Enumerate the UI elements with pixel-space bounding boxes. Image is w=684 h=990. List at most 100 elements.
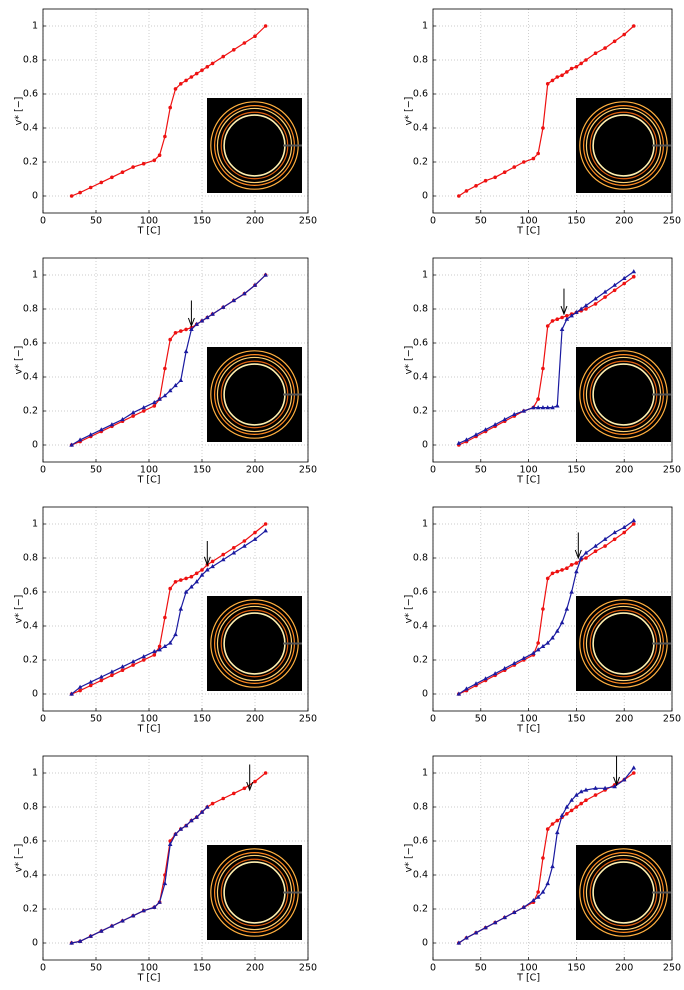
x-tick-label: 0 [430, 963, 436, 974]
data-point [535, 894, 541, 899]
x-tick-label: 250 [663, 714, 681, 725]
data-point [141, 405, 146, 410]
data-point [205, 65, 210, 69]
y-axis-label: v* [−] [404, 97, 415, 126]
data-point [194, 814, 199, 819]
data-point [131, 414, 135, 418]
data-point [120, 664, 125, 669]
x-tick-label: 150 [193, 465, 211, 476]
annotation-arrowhead [203, 556, 211, 567]
data-point [521, 408, 527, 413]
data-point [550, 635, 555, 640]
data-point [189, 75, 194, 79]
data-point [531, 650, 536, 655]
y-axis-label: v* [−] [14, 97, 25, 126]
data-point [565, 70, 569, 74]
data-point [631, 518, 637, 523]
data-point [152, 904, 157, 909]
data-point [99, 678, 104, 683]
data-point [194, 71, 199, 76]
y-axis-label: v* [−] [14, 346, 25, 375]
data-point [545, 576, 550, 581]
x-tick-label: 100 [140, 714, 158, 725]
data-point [464, 437, 469, 442]
data-point [569, 797, 574, 802]
data-point [173, 331, 178, 335]
data-point [569, 313, 574, 318]
data-point [194, 579, 199, 584]
data-point [231, 298, 237, 303]
x-tick-label: 50 [475, 216, 487, 227]
data-point [464, 189, 469, 193]
data-point [511, 411, 517, 416]
data-point [574, 309, 579, 314]
data-point [152, 158, 157, 163]
data-point [583, 303, 589, 308]
data-point [593, 51, 598, 55]
y-tick-label: 0 [32, 440, 38, 451]
y-tick-label: 0.2 [413, 904, 428, 915]
data-point [163, 615, 167, 620]
data-point [473, 930, 479, 935]
x-tick-label: 250 [663, 216, 681, 227]
x-tick-label: 100 [140, 465, 158, 476]
data-point [221, 54, 225, 59]
data-point [569, 589, 574, 594]
data-point [521, 904, 527, 909]
data-point [564, 804, 570, 809]
data-point [120, 417, 125, 422]
data-point [231, 550, 237, 555]
data-point [492, 920, 498, 925]
data-point [69, 691, 74, 696]
y-tick-label: 0.4 [413, 621, 428, 632]
data-point [205, 804, 210, 809]
data-point [131, 165, 135, 169]
y-tick-label: 0 [32, 191, 38, 202]
data-point [88, 679, 93, 684]
plot-frame [432, 755, 673, 961]
data-point [141, 409, 146, 413]
data-point [593, 785, 598, 790]
data-point [130, 913, 136, 918]
data-point [194, 321, 199, 326]
data-point [584, 58, 588, 62]
data-point [593, 296, 598, 301]
x-tick-label: 0 [430, 714, 436, 725]
x-tick-label: 200 [615, 963, 633, 974]
data-point [473, 681, 479, 686]
y-tick-label: 0 [422, 440, 428, 451]
data-point [574, 65, 579, 69]
y-tick-label: 1 [32, 270, 38, 281]
data-point [541, 126, 545, 130]
data-point [199, 572, 205, 577]
data-point [602, 785, 608, 790]
data-point [130, 410, 136, 415]
data-point [565, 314, 569, 318]
annotation-arrowhead [574, 549, 582, 560]
data-point [173, 383, 178, 388]
data-point [511, 909, 517, 914]
x-axis-label: T [C] [516, 475, 540, 486]
data-point [612, 282, 617, 287]
data-point [579, 801, 583, 806]
y-tick-label: 0.4 [413, 870, 428, 881]
data-point [263, 24, 268, 28]
data-point [502, 170, 507, 174]
data-point [631, 771, 636, 775]
data-point [502, 666, 507, 671]
y-tick-label: 0.8 [23, 553, 38, 564]
x-tick-label: 200 [246, 216, 264, 227]
x-tick-label: 0 [40, 714, 46, 725]
data-point [554, 830, 560, 835]
data-point [183, 589, 189, 594]
data-point [88, 185, 93, 190]
data-point [205, 315, 210, 320]
data-point [456, 440, 462, 445]
data-point [157, 396, 162, 401]
data-point [88, 683, 93, 688]
data-point [69, 194, 74, 198]
data-point [99, 180, 104, 185]
y-tick-label: 0.8 [23, 55, 38, 66]
data-point [178, 826, 184, 831]
